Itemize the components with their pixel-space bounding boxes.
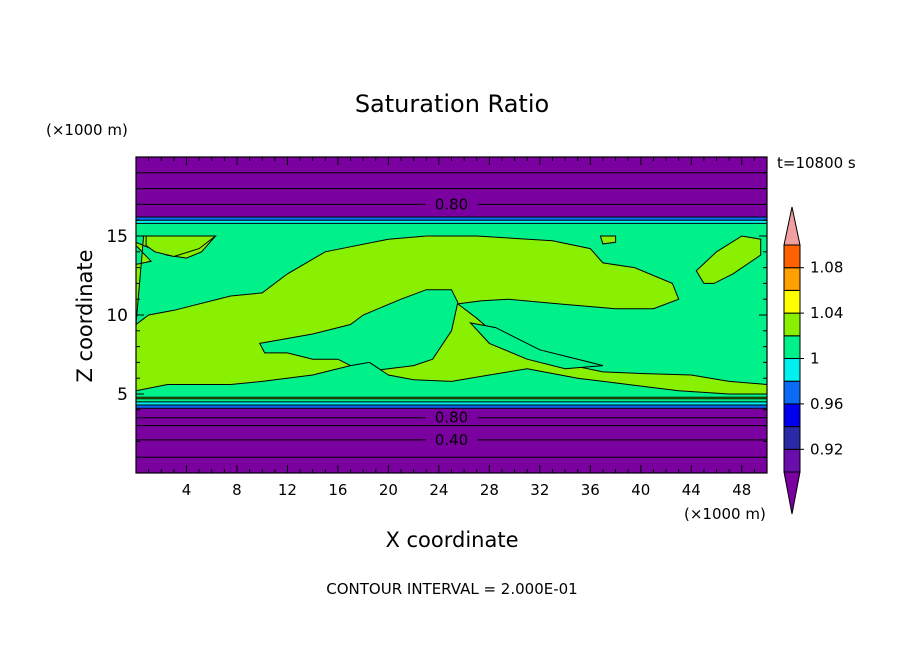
x-tick-label-8: 8: [232, 481, 242, 499]
chart-title: Saturation Ratio: [355, 90, 549, 118]
x-tick-label-12: 12: [278, 481, 297, 499]
colorbar-label-1: 0.96: [810, 395, 843, 413]
colorbar-under-arrow: [783, 471, 801, 515]
y-tick-label-10: 10: [106, 306, 128, 326]
x-tick-label-36: 36: [581, 481, 600, 499]
y-axis-label: Z coordinate: [73, 249, 97, 382]
x-tick-label-44: 44: [682, 481, 701, 499]
colorbar-label-4: 1.08: [810, 259, 843, 277]
colorbar-swatch-1: [783, 426, 801, 450]
x-tick-label-16: 16: [328, 481, 347, 499]
colorbar-swatch-8: [783, 267, 801, 291]
colorbar-over-arrow: [783, 206, 801, 246]
plot-area: 0.80 0.80 0.40: [135, 156, 768, 474]
x-tick-label-28: 28: [480, 481, 499, 499]
region-right-cell: [695, 235, 762, 284]
colorbar-swatch-4: [783, 358, 801, 382]
x-tick-label-32: 32: [530, 481, 549, 499]
contour-label-5: 0.40: [435, 431, 468, 449]
colorbar-swatch-0: [783, 448, 801, 473]
region-inner-pocket-right: [469, 322, 604, 370]
x-tick-label-20: 20: [379, 481, 398, 499]
region-inner-pocket-left: [258, 289, 459, 373]
colorbar: 0.92 0.96 1 1.04 1.08: [783, 206, 843, 515]
region-lower-strip: [136, 361, 767, 398]
colorbar-label-2: 1: [810, 350, 820, 368]
region-top-left-blob: [145, 235, 217, 258]
colorbar-swatch-6: [783, 312, 801, 337]
band-2: [136, 220, 767, 224]
colorbar-swatch-9: [783, 244, 801, 269]
y-unit-label: (×1000 m): [46, 121, 128, 139]
colorbar-swatch-3: [783, 380, 801, 405]
time-label: t=10800 s: [777, 154, 856, 172]
x-tick-label-4: 4: [182, 481, 192, 499]
x-axis-label: X coordinate: [385, 528, 518, 552]
contour-label-2: 0.80: [435, 195, 468, 213]
band-6: [136, 408, 767, 473]
colorbar-swatch-5: [783, 335, 801, 359]
x-unit-label: (×1000 m): [684, 505, 766, 523]
contour-label-3: 0.80: [435, 409, 468, 427]
colorbar-swatch-7: [783, 289, 801, 314]
colorbar-swatch-2: [783, 403, 801, 428]
colorbar-label-3: 1.04: [810, 304, 843, 322]
band-4: [136, 401, 767, 406]
y-tick-label-15: 15: [106, 227, 128, 247]
band-1: [136, 217, 767, 221]
y-axis: 5 10 15: [106, 172, 767, 458]
region-small-top-cell: [599, 235, 617, 245]
band-5: [136, 405, 767, 409]
band-0: [136, 157, 767, 218]
colorbar-label-0: 0.92: [810, 440, 843, 458]
x-tick-label-48: 48: [732, 481, 751, 499]
contour-interval-footer: CONTOUR INTERVAL = 2.000E-01: [326, 580, 577, 598]
y-tick-label-5: 5: [117, 385, 128, 405]
x-tick-label-40: 40: [631, 481, 650, 499]
x-tick-label-24: 24: [429, 481, 448, 499]
x-axis: 4 8 12 16 20 24 28 32 36 40 44 48: [148, 157, 755, 499]
